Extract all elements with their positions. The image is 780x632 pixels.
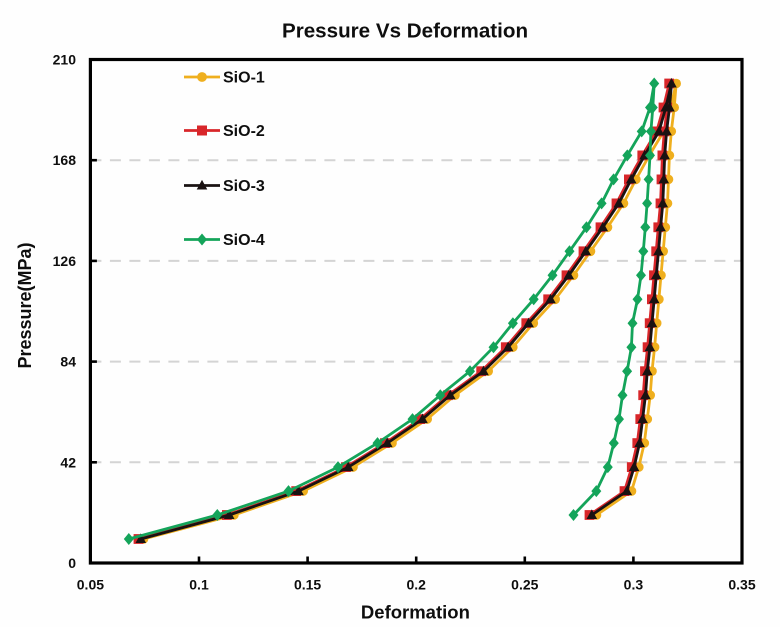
svg-text:SiO-2: SiO-2 [223, 123, 265, 140]
svg-text:SiO-1: SiO-1 [223, 69, 265, 86]
svg-text:0.35: 0.35 [728, 577, 755, 593]
svg-text:Deformation: Deformation [361, 602, 470, 623]
svg-text:0.3: 0.3 [624, 577, 644, 593]
svg-text:0.1: 0.1 [189, 577, 209, 593]
svg-text:0.2: 0.2 [406, 577, 426, 593]
svg-text:SiO-3: SiO-3 [223, 178, 265, 195]
svg-text:168: 168 [53, 152, 77, 168]
svg-text:0.15: 0.15 [294, 577, 321, 593]
svg-text:0.05: 0.05 [77, 577, 104, 593]
svg-text:0.25: 0.25 [511, 577, 538, 593]
svg-text:Pressure(MPa): Pressure(MPa) [15, 242, 35, 368]
svg-text:SiO-4: SiO-4 [223, 232, 265, 249]
svg-text:126: 126 [53, 253, 77, 269]
svg-text:0: 0 [68, 555, 76, 571]
svg-text:Pressure Vs Deformation: Pressure Vs Deformation [282, 20, 528, 43]
svg-text:42: 42 [60, 454, 76, 470]
svg-text:210: 210 [53, 52, 77, 68]
svg-text:84: 84 [60, 354, 76, 370]
